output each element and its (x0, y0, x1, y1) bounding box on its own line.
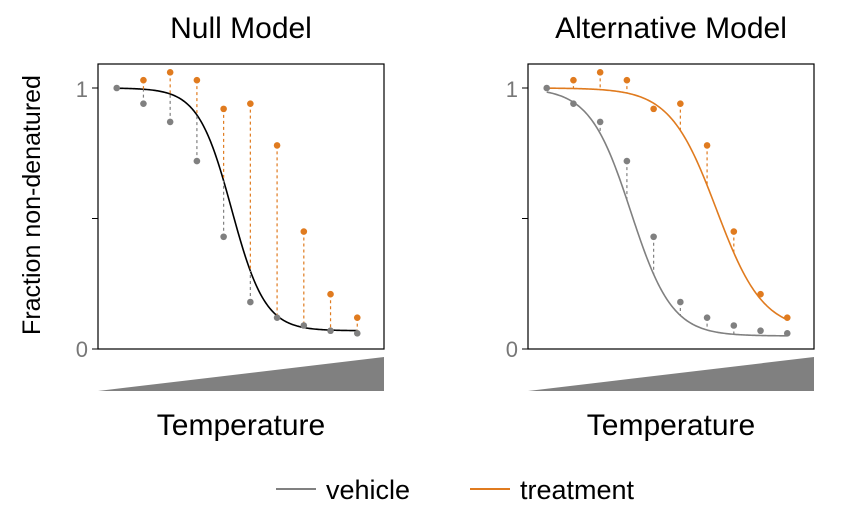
data-point-vehicle (596, 118, 604, 126)
x-axis-label: Temperature (587, 409, 755, 442)
plot-area (522, 69, 791, 350)
data-point-treatment (220, 105, 227, 113)
data-point-vehicle (757, 327, 764, 335)
data-point-vehicle (353, 330, 361, 337)
data-point-vehicle (300, 322, 308, 329)
y-tick-label-1: 1 (76, 77, 88, 102)
data-point-treatment (273, 142, 281, 149)
data-point-vehicle (730, 322, 738, 329)
panel-alternative-model: Alternative Model 1 0 Temperature (506, 12, 815, 442)
temperature-ramp (98, 357, 384, 391)
data-point-vehicle (220, 233, 227, 241)
plot-area (92, 69, 361, 350)
data-point-treatment (650, 105, 657, 113)
data-point-vehicle (703, 314, 711, 321)
data-point-treatment (783, 314, 791, 321)
data-point-vehicle (140, 100, 147, 107)
data-point-treatment (623, 76, 631, 84)
data-point-treatment (300, 228, 308, 235)
y-axis-label: Fraction non-denatured (18, 75, 46, 335)
data-point-treatment (166, 69, 174, 76)
data-point-treatment (570, 76, 577, 84)
data-point-vehicle (247, 298, 254, 306)
panel-title: Alternative Model (555, 12, 787, 45)
fit-curve-null (116, 87, 358, 332)
panel-null-model: Null Model 1 0 Temperature (76, 12, 385, 442)
y-tick-label-1: 1 (506, 77, 518, 102)
legend: vehicle treatment (276, 475, 635, 505)
data-point-treatment (193, 76, 201, 84)
data-point-vehicle (650, 233, 657, 241)
data-point-vehicle (783, 330, 791, 337)
data-point-vehicle (677, 298, 684, 306)
data-point-treatment (596, 69, 604, 76)
data-point-treatment (703, 142, 711, 149)
data-point-vehicle (543, 84, 551, 92)
y-tick-label-0: 0 (506, 337, 518, 362)
data-point-vehicle (166, 118, 174, 126)
data-point-vehicle (623, 157, 631, 165)
data-point-treatment (247, 100, 254, 107)
plot-frame (527, 63, 815, 350)
data-point-vehicle (113, 84, 121, 92)
legend-label-treatment: treatment (520, 475, 635, 505)
y-tick-label-0: 0 (76, 337, 88, 362)
data-point-treatment (327, 290, 334, 298)
data-point-vehicle (327, 327, 334, 335)
data-point-vehicle (193, 157, 201, 165)
legend-label-vehicle: vehicle (326, 475, 410, 505)
x-axis-label: Temperature (157, 409, 325, 442)
data-point-treatment (730, 228, 738, 235)
data-point-treatment (353, 314, 361, 321)
plot-frame (97, 63, 385, 350)
fit-curve-treatment (546, 87, 788, 321)
data-point-vehicle (570, 100, 577, 107)
data-point-vehicle (273, 314, 281, 321)
temperature-ramp (528, 357, 814, 391)
fit-curve-vehicle (546, 91, 788, 337)
data-point-treatment (140, 76, 147, 84)
panel-title: Null Model (170, 12, 312, 45)
data-point-treatment (677, 100, 684, 107)
data-point-treatment (757, 290, 764, 298)
